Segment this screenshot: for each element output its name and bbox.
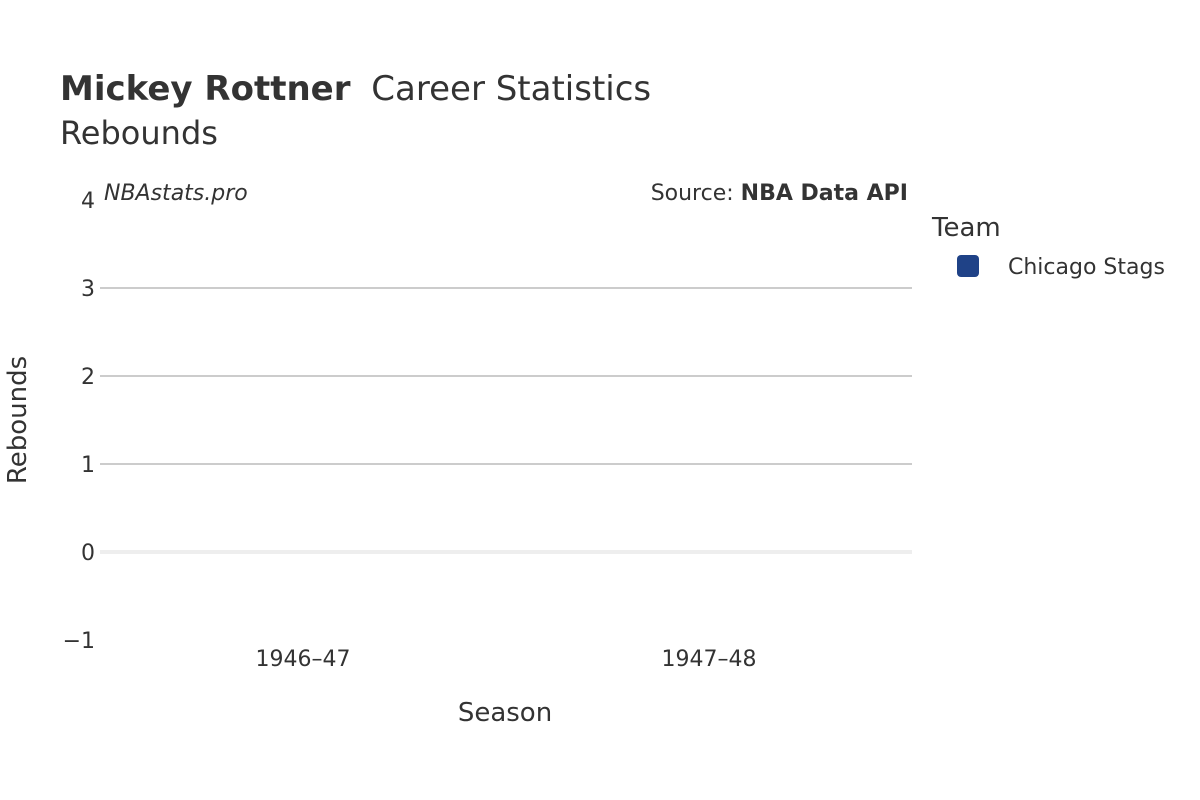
legend[interactable]: Team Chicago Stags xyxy=(931,213,1165,280)
source-note: Source: NBA Data API xyxy=(651,181,908,206)
title-rest: Career Statistics xyxy=(371,69,651,109)
y-tick-label: 3 xyxy=(81,277,95,302)
grid-lines xyxy=(100,287,912,554)
title-player: Mickey Rottner xyxy=(60,69,351,109)
legend-items: Chicago Stags xyxy=(957,255,1165,280)
y-tick-label: 1 xyxy=(81,453,95,478)
y-tick-label: 2 xyxy=(81,365,95,390)
chart-title: Mickey Rottner Career Statistics xyxy=(60,69,651,109)
watermark: NBAstats.pro xyxy=(104,181,248,206)
y-axis-ticks: −1 0 1 2 3 4 xyxy=(63,189,95,654)
x-tick-label: 1947–48 xyxy=(662,647,757,672)
y-tick-label: −1 xyxy=(63,629,95,654)
y-tick-label: 0 xyxy=(81,541,95,566)
legend-title: Team xyxy=(931,213,1001,243)
y-tick-label: 4 xyxy=(81,189,95,214)
x-axis-label: Season xyxy=(458,698,552,728)
legend-swatch[interactable] xyxy=(957,255,979,277)
x-tick-label: 1946–47 xyxy=(256,647,351,672)
x-axis-ticks: 1946–47 1947–48 xyxy=(256,647,757,672)
chart-subtitle: Rebounds xyxy=(60,114,218,152)
source-prefix: Source: xyxy=(651,181,741,206)
y-axis-label: Rebounds xyxy=(3,356,33,484)
legend-label[interactable]: Chicago Stags xyxy=(1008,255,1165,280)
source-name: NBA Data API xyxy=(741,181,908,206)
